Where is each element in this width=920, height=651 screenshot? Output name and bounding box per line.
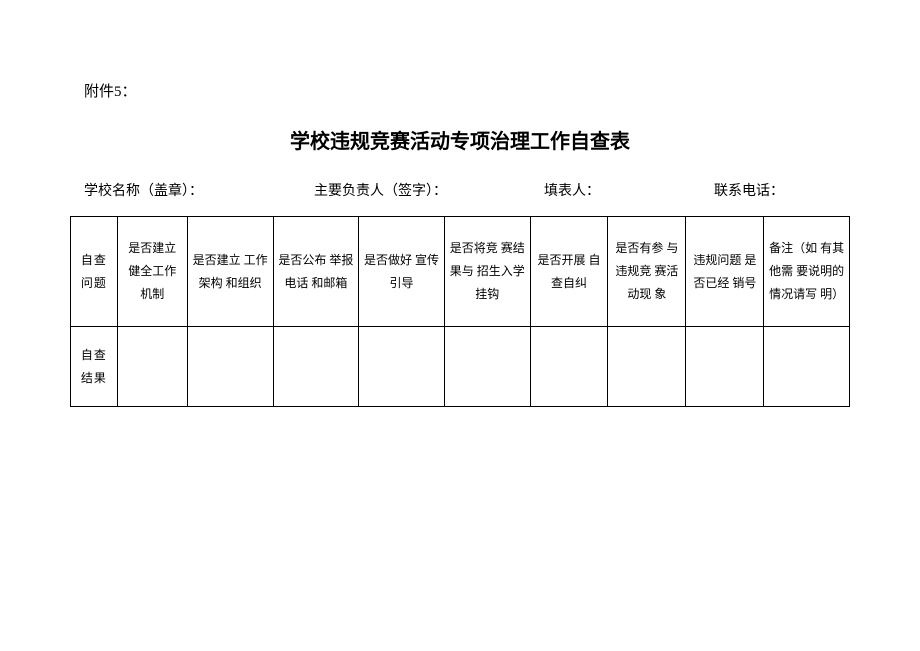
result-cell	[764, 327, 850, 407]
meta-filler: 填表人：	[544, 180, 714, 200]
column-header: 是否将竞 赛结果与 招生入学 挂钩	[444, 217, 530, 327]
self-check-table: 自查问题 是否建立 健全工作 机制 是否建立 工作架构 和组织 是否公布 举报电…	[70, 216, 850, 407]
result-cell	[686, 327, 764, 407]
row-label-result: 自查结果	[71, 327, 118, 407]
column-header: 是否建立 健全工作 机制	[117, 217, 187, 327]
attachment-label: 附件5：	[84, 80, 850, 101]
meta-principal: 主要负责人（签字）：	[314, 180, 544, 200]
column-header: 是否建立 工作架构 和组织	[187, 217, 273, 327]
result-cell	[444, 327, 530, 407]
result-cell	[359, 327, 445, 407]
meta-phone: 联系电话：	[714, 180, 784, 200]
meta-row: 学校名称（盖章）： 主要负责人（签字）： 填表人： 联系电话：	[70, 180, 850, 200]
row-label-question: 自查问题	[71, 217, 118, 327]
table-header-row: 自查问题 是否建立 健全工作 机制 是否建立 工作架构 和组织 是否公布 举报电…	[71, 217, 850, 327]
table-data-row: 自查结果	[71, 327, 850, 407]
column-header: 备注（如 有其他需 要说明的 情况请写 明）	[764, 217, 850, 327]
column-header: 违规问题 是否已经 销号	[686, 217, 764, 327]
result-cell	[117, 327, 187, 407]
column-header: 是否开展 自查自纠	[530, 217, 608, 327]
column-header: 是否做好 宣传引导	[359, 217, 445, 327]
result-cell	[608, 327, 686, 407]
column-header: 是否有参 与违规竞 赛活动现 象	[608, 217, 686, 327]
result-cell	[530, 327, 608, 407]
result-cell	[273, 327, 359, 407]
page-title: 学校违规竞赛活动专项治理工作自查表	[70, 125, 850, 154]
column-header: 是否公布 举报电话 和邮箱	[273, 217, 359, 327]
meta-school-name: 学校名称（盖章）：	[84, 180, 314, 200]
result-cell	[187, 327, 273, 407]
